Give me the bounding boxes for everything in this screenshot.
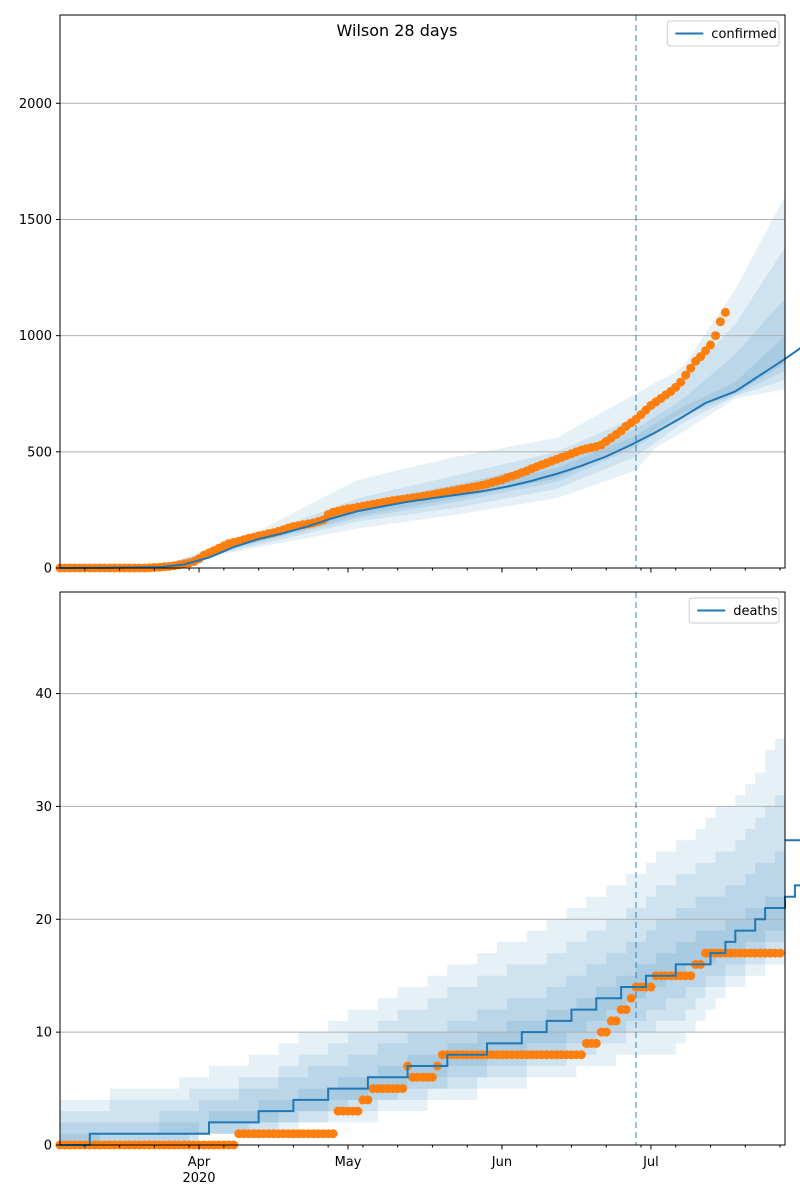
deaths-legend-box xyxy=(688,597,780,624)
y-tick-label: 30 xyxy=(35,800,52,815)
observed-point xyxy=(363,1095,373,1105)
observed-point xyxy=(611,1016,621,1026)
x-tick-label: Apr xyxy=(188,1155,211,1170)
confirmed-axes-frame xyxy=(59,14,786,569)
deaths-grid xyxy=(60,693,785,1033)
x-tick-label: May xyxy=(335,1155,362,1170)
uncertainty-band-3 xyxy=(60,298,785,568)
y-tick-label: 1500 xyxy=(19,213,52,228)
confirmed-legend-box xyxy=(666,20,780,47)
observed-point xyxy=(676,377,686,387)
confirmed-grid xyxy=(60,102,785,453)
y-tick-label: 40 xyxy=(35,687,52,702)
confirmed-model-line xyxy=(59,347,800,569)
x-tick-label: Jun xyxy=(491,1155,512,1170)
uncertainty-band-3 xyxy=(60,840,785,1145)
observed-point xyxy=(775,948,785,958)
confirmed-bands xyxy=(60,196,785,568)
confirmed-x-ticks xyxy=(84,568,781,573)
deaths-axes-frame xyxy=(59,591,786,1146)
y-tick-label: 1000 xyxy=(19,329,52,344)
deaths-legend-label: deaths xyxy=(733,604,778,619)
observed-point xyxy=(681,370,691,380)
y-tick-label: 0 xyxy=(44,1139,52,1154)
observed-point xyxy=(398,1084,408,1094)
observed-point xyxy=(601,1027,611,1037)
x-tick-sublabel: 2020 xyxy=(182,1171,215,1186)
figure-title: Wilson 28 days xyxy=(337,21,458,40)
y-tick-label: 500 xyxy=(27,445,52,460)
uncertainty-band-1 xyxy=(60,196,785,568)
y-tick-label: 0 xyxy=(44,562,52,577)
observed-point xyxy=(427,1072,437,1082)
observed-point xyxy=(353,1106,363,1116)
observed-point xyxy=(686,971,696,981)
confirmed-observed-points xyxy=(55,307,730,573)
observed-point xyxy=(686,363,696,373)
observed-point xyxy=(328,1129,338,1139)
observed-point xyxy=(720,307,730,317)
deaths-y-ticks: 0 10 20 30 40 xyxy=(35,687,60,1154)
observed-point xyxy=(706,340,715,350)
observed-point xyxy=(576,1050,586,1060)
confirmed-panel: 0 500 1000 1500 2000 confirmed xyxy=(19,14,800,577)
uncertainty-band-1 xyxy=(60,727,785,1145)
observed-point xyxy=(715,317,725,327)
confirmed-legend-label: confirmed xyxy=(711,27,777,42)
deaths-bands xyxy=(60,727,785,1145)
deaths-legend: deaths xyxy=(688,597,780,624)
y-tick-label: 20 xyxy=(35,913,52,928)
uncertainty-band-2 xyxy=(60,247,785,568)
observed-point xyxy=(626,993,636,1003)
y-tick-label: 10 xyxy=(35,1026,52,1041)
confirmed-legend: confirmed xyxy=(666,20,780,47)
observed-point xyxy=(711,331,720,341)
y-tick-label: 2000 xyxy=(19,97,52,112)
deaths-model-line xyxy=(60,839,800,1146)
observed-point xyxy=(701,346,710,356)
uncertainty-band-2 xyxy=(60,783,785,1145)
observed-point xyxy=(621,1005,631,1015)
confirmed-y-ticks: 0 500 1000 1500 2000 xyxy=(19,97,60,577)
observed-point xyxy=(591,1038,601,1048)
x-tick-label: Jul xyxy=(642,1155,659,1170)
observed-point xyxy=(646,982,656,992)
